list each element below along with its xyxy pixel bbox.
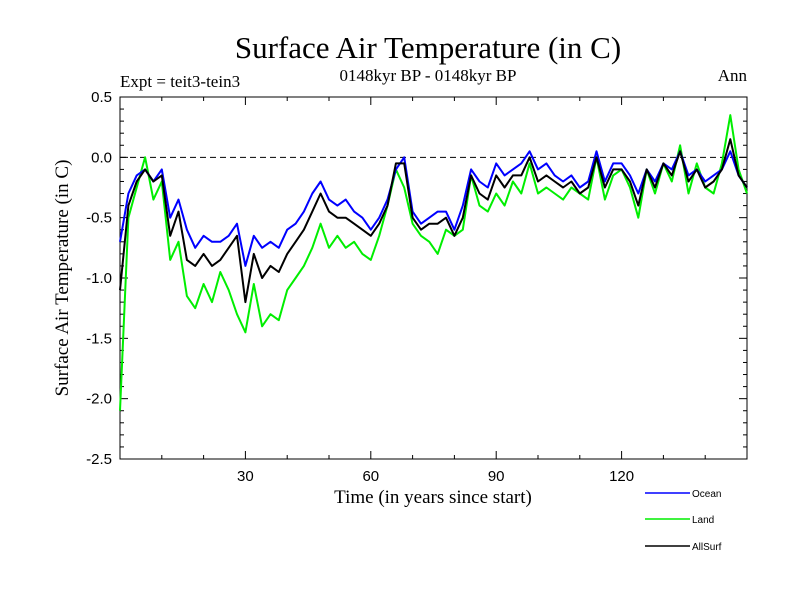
y-tick-label: -0.5 [86,210,112,227]
experiment-label: Expt = teit3-tein3 [120,72,240,91]
plot-area: 30 60 90 120 0.5 0.0 -0.5 -1.0 -1.5 -2.0 -2.5 [86,89,748,485]
x-tick-label: 120 [609,468,634,485]
chart-subtitle: 0148kyr BP - 0148kyr BP [340,66,517,85]
y-tick-label: -2.0 [86,391,112,408]
y-tick-label: -1.5 [86,330,112,347]
chart-title: Surface Air Temperature (in C) [235,30,621,65]
x-axis-label: Time (in years since start) [334,487,532,508]
legend-label-ocean: Ocean [692,489,721,500]
series-line-ocean [119,150,748,267]
y-axis: 0.5 0.0 -0.5 -1.0 -1.5 -2.0 -2.5 [86,89,747,468]
x-tick-label: 30 [237,468,254,485]
series-line-allsurf [119,138,748,304]
y-tick-label: -1.0 [86,270,112,287]
x-axis: 30 60 90 120 [161,97,706,485]
y-tick-label: 0.0 [91,149,112,166]
plot-frame [119,96,748,460]
y-tick-label: 0.5 [91,89,112,106]
chart-legend: Ocean Land AllSurf [645,489,722,553]
legend-label-allsurf: AllSurf [692,542,722,553]
legend-label-land: Land [692,515,714,526]
series-lines [119,114,748,411]
series-line-land [119,114,748,411]
season-label: Ann [718,66,748,85]
x-tick-label: 90 [488,468,505,485]
y-axis-label: Surface Air Temperature (in C) [52,160,73,397]
x-tick-label: 60 [362,468,379,485]
y-tick-label: -2.5 [86,451,112,468]
